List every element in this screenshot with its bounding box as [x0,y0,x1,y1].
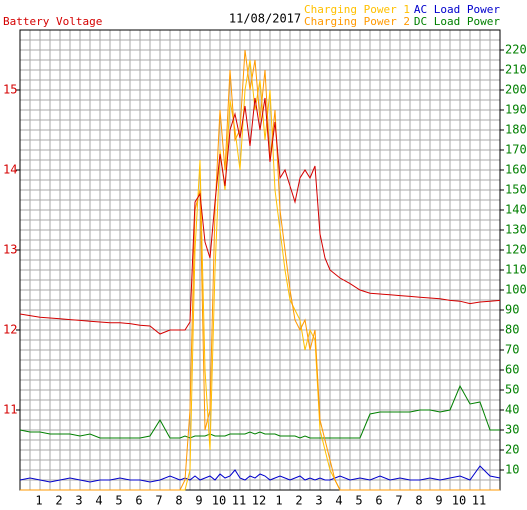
x-tick-label: 4 [335,494,342,508]
y2-tick-label: 120 [505,243,527,257]
y2-tick-label: 210 [505,63,527,77]
y2-tick-label: 30 [505,423,519,437]
y2-tick-label: 140 [505,203,527,217]
x-tick-label: 8 [175,494,182,508]
x-tick-label: 9 [435,494,442,508]
y2-tick-label: 70 [505,343,519,357]
series-line [19,465,501,483]
x-tick-label: 10 [452,494,466,508]
y2-tick-label: 180 [505,123,527,137]
y2-tick-label: 200 [505,83,527,97]
x-tick-label: 11 [472,494,486,508]
x-tick-label: 12 [252,494,266,508]
y2-tick-label: 50 [505,383,519,397]
y2-tick-label: 100 [505,283,527,297]
x-tick-label: 6 [135,494,142,508]
x-tick-label: 7 [395,494,402,508]
y2-tick-label: 130 [505,223,527,237]
y-tick-label: 14 [3,163,17,177]
y2-tick-label: 150 [505,183,527,197]
y-tick-label: 12 [3,323,17,337]
x-tick-label: 11 [232,494,246,508]
y-tick-label: 11 [3,403,17,417]
y2-tick-label: 80 [505,323,519,337]
y-tick-label: 15 [3,83,17,97]
series-line [19,384,500,439]
plot-frame [19,29,501,491]
chart-title: 11/08/2017 [229,12,301,26]
legend-label: Charging Power 1 [304,3,410,16]
y2-tick-label: 220 [505,43,527,57]
legend-label: DC Load Power [414,15,500,28]
y2-tick-label: 160 [505,163,527,177]
y2-tick-label: 170 [505,143,527,157]
x-tick-label: 7 [155,494,162,508]
y2-tick-label: 10 [505,463,519,477]
series-line [19,97,501,335]
x-tick-label: 9 [195,494,202,508]
x-tick-label: 10 [212,494,226,508]
x-tick-label: 2 [55,494,62,508]
x-tick-label: 5 [355,494,362,508]
y2-tick-label: 60 [505,363,519,377]
legend-label: Battery Voltage [3,15,102,28]
y2-tick-label: 40 [505,403,519,417]
x-tick-label: 3 [75,494,82,508]
x-tick-label: 1 [35,494,42,508]
x-tick-label: 8 [415,494,422,508]
series-line [20,49,500,491]
x-tick-label: 4 [95,494,102,508]
x-tick-label: 5 [115,494,122,508]
legend-label: AC Load Power [414,3,500,16]
legend-label: Charging Power 2 [304,15,410,28]
x-tick-label: 3 [315,494,322,508]
y2-tick-label: 110 [505,263,527,277]
x-tick-label: 2 [295,494,302,508]
y-tick-label: 13 [3,243,17,257]
x-tick-label: 1 [275,494,282,508]
y2-tick-label: 90 [505,303,519,317]
x-tick-label: 6 [375,494,382,508]
y2-tick-label: 190 [505,103,527,117]
y2-tick-label: 20 [505,443,519,457]
